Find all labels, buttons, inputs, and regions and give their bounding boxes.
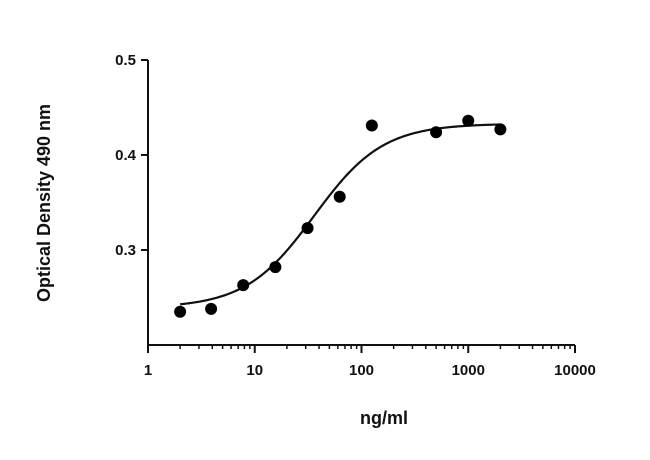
y-axis-title: Optical Density 490 nm — [34, 104, 54, 302]
x-axis-title: ng/ml — [360, 408, 408, 428]
x-tick-label: 10 — [246, 362, 263, 379]
x-tick-label: 1000 — [452, 362, 485, 379]
x-tick-label: 1 — [144, 362, 152, 379]
y-tick-label: 0.4 — [115, 147, 137, 164]
data-point — [430, 126, 443, 139]
data-points — [174, 114, 507, 318]
y-tick-label: 0.3 — [115, 242, 136, 259]
data-point — [365, 119, 378, 132]
data-point — [462, 114, 475, 127]
y-ticks: 0.3 0.4 0.5 — [115, 52, 148, 259]
data-point — [269, 261, 282, 274]
data-point — [494, 123, 507, 136]
data-point — [301, 222, 314, 235]
x-tick-label: 100 — [349, 362, 374, 379]
y-tick-label: 0.5 — [115, 52, 136, 69]
x-ticks: 1 10 100 1000 10000 — [144, 345, 596, 379]
data-point — [205, 302, 218, 315]
data-point — [237, 279, 250, 292]
data-point — [174, 305, 187, 318]
x-tick-label: 10000 — [554, 362, 596, 379]
data-point — [333, 190, 346, 203]
axes — [147, 60, 575, 346]
fit-curve — [180, 123, 501, 306]
